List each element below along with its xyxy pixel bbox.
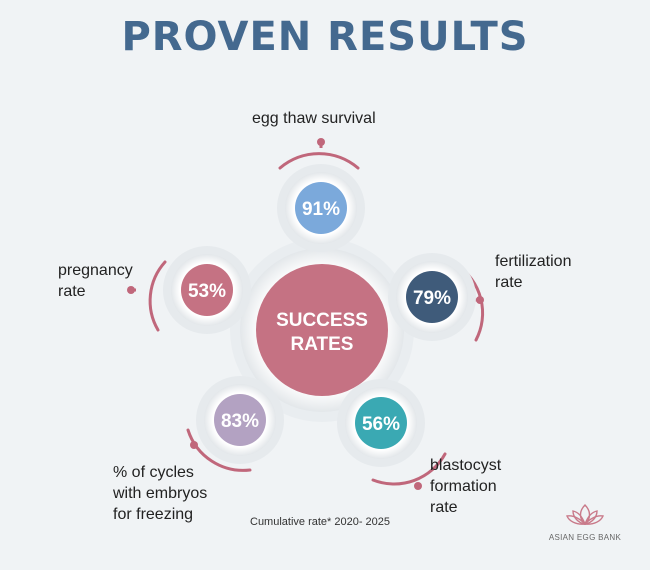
label-line: for freezing <box>113 506 194 523</box>
metric-egg-thaw: 91% <box>277 164 365 252</box>
label-line: rate <box>430 499 458 516</box>
label-line: pregnancy <box>58 262 133 279</box>
label-line: blastocyst <box>430 457 502 474</box>
page-title: PROVEN RESULTS <box>121 14 529 60</box>
label-line: rate <box>495 274 523 291</box>
label-line: egg thaw survival <box>252 110 376 127</box>
metric-fertilization: 79% <box>388 253 476 341</box>
metric-blastocyst: 56% <box>337 379 425 467</box>
label-line: rate <box>58 283 86 300</box>
label-cycles-freezing: % of cycles with embryos for freezing <box>113 462 207 525</box>
center-circle: SUCCESS RATES <box>230 238 414 422</box>
label-line: formation <box>430 478 497 495</box>
center-line1: SUCCESS <box>276 310 368 331</box>
metric-value-egg-thaw: 91% <box>302 199 340 220</box>
metric-value-pregnancy: 53% <box>188 281 226 302</box>
center-line2: RATES <box>291 334 354 355</box>
label-pregnancy: pregnancy rate <box>58 260 133 302</box>
metric-cycles-freezing: 83% <box>196 376 284 464</box>
label-line: fertilization <box>495 253 572 270</box>
label-egg-thaw: egg thaw survival <box>252 108 376 129</box>
lotus-icon <box>566 504 604 525</box>
metric-value-cycles-freezing: 83% <box>221 411 259 432</box>
label-line: with embryos <box>113 485 208 502</box>
brand-logo: ASIAN EGG BANK <box>548 502 622 542</box>
metric-value-blastocyst: 56% <box>362 414 400 435</box>
label-line: % of cycles <box>113 464 194 481</box>
metric-value-fertilization: 79% <box>413 288 451 309</box>
footnote: Cumulative rate* 2020- 2025 <box>250 516 391 528</box>
metric-pregnancy: 53% <box>163 246 251 334</box>
label-blastocyst: blastocyst formation rate <box>430 455 501 518</box>
label-fertilization: fertilization rate <box>495 251 571 293</box>
logo-text: ASIAN EGG BANK <box>548 533 622 542</box>
